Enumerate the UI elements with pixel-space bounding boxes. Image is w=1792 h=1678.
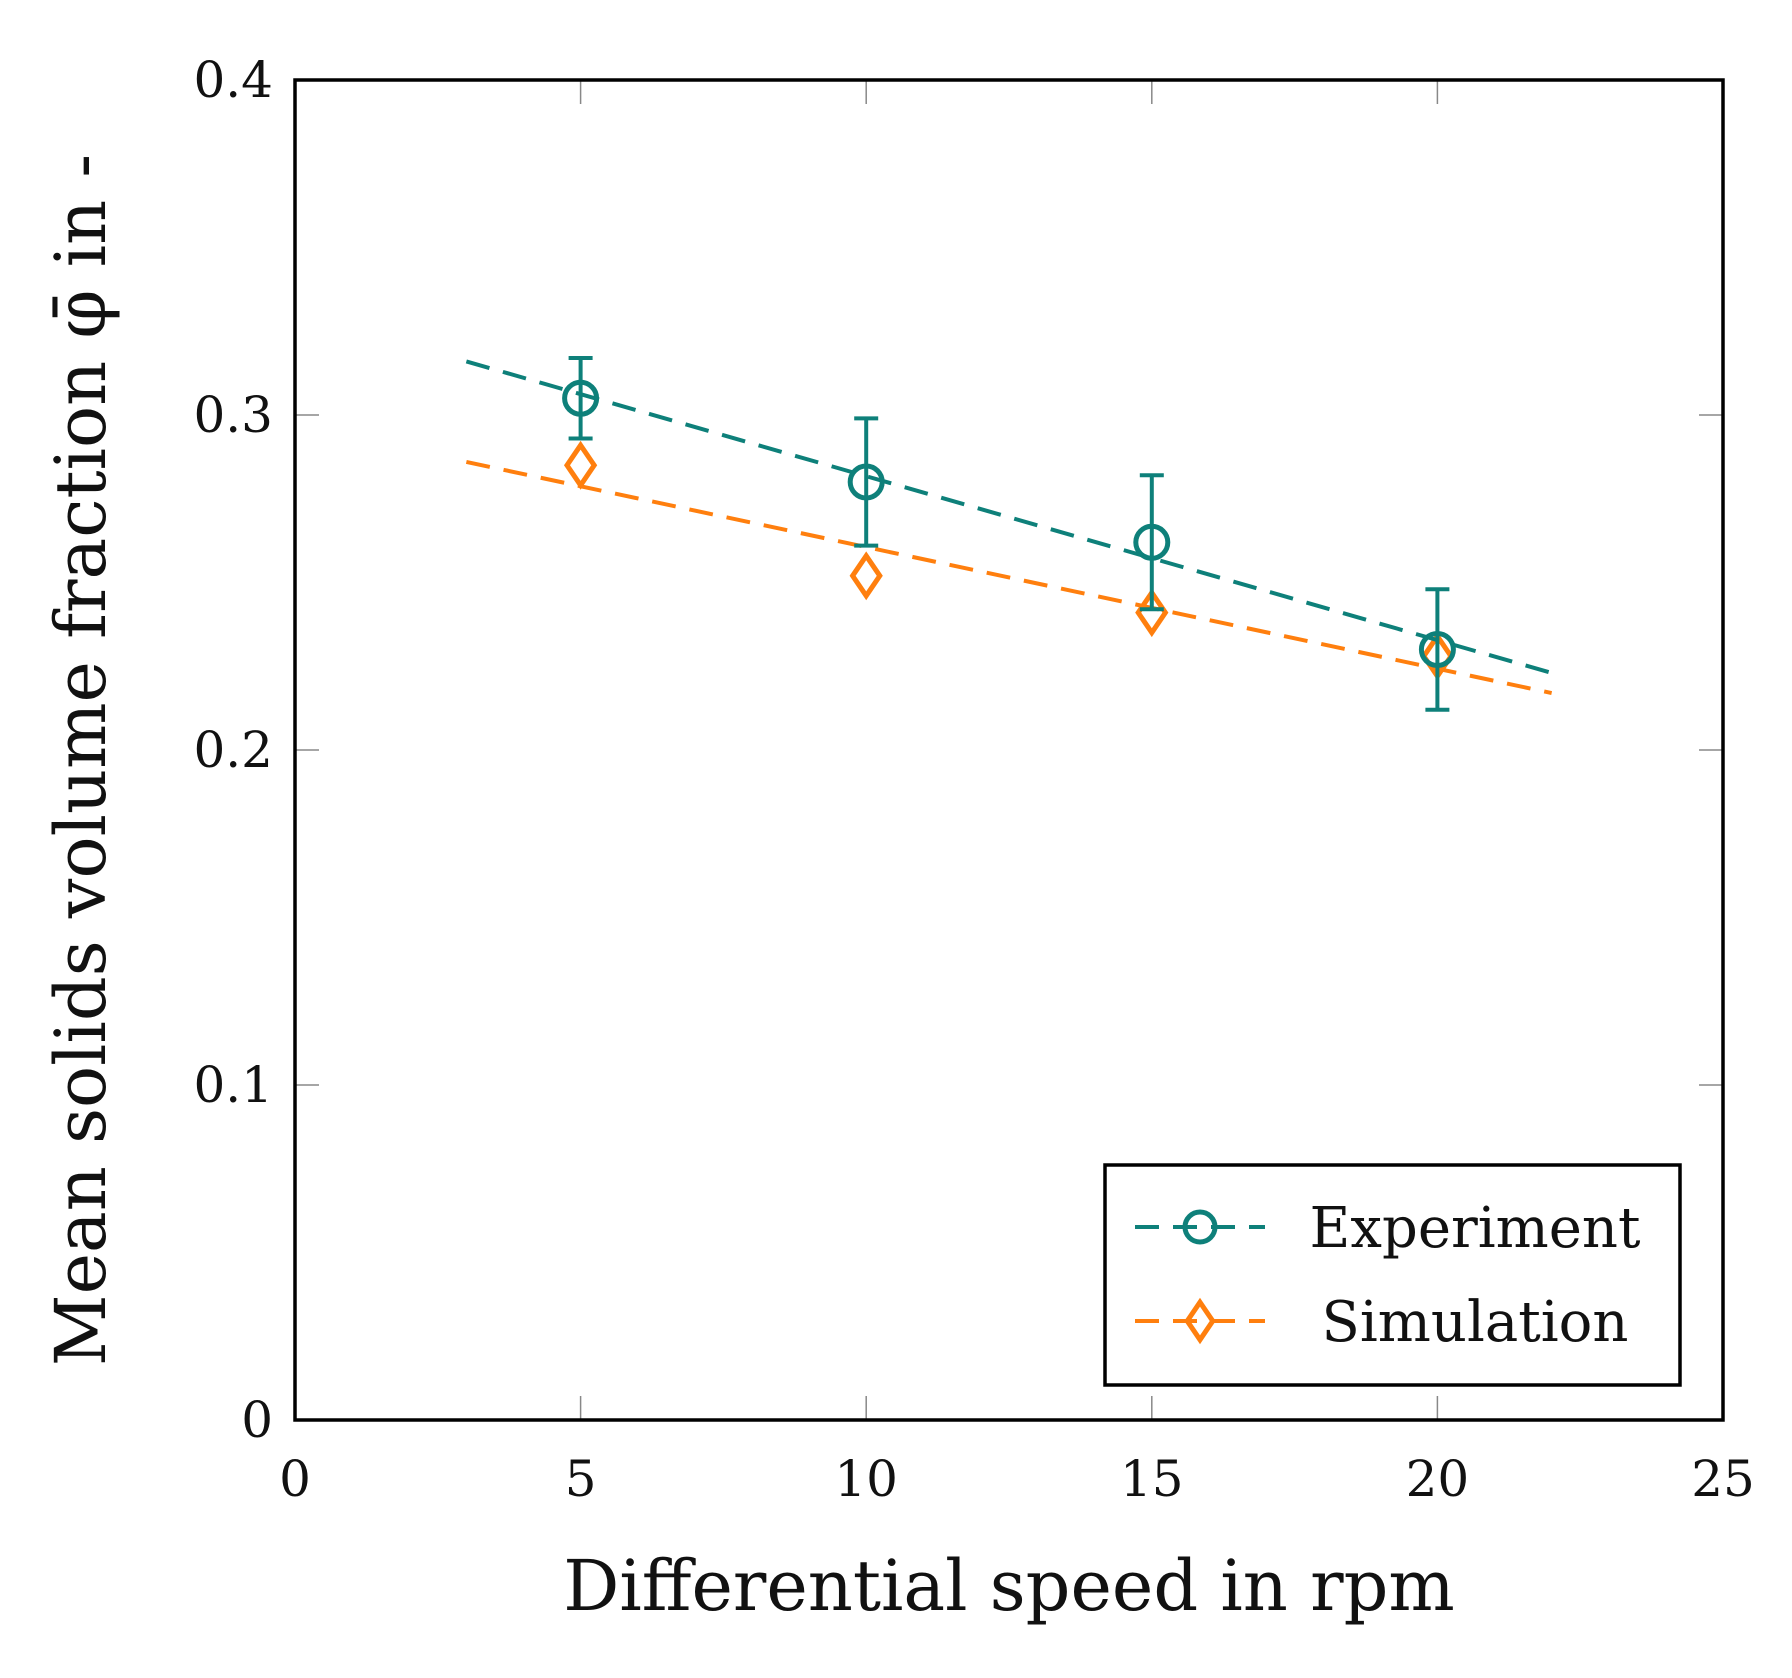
x-tick-label: 20 xyxy=(1406,1450,1470,1508)
y-axis-title: Mean solids volume fraction φ̄ in - xyxy=(40,154,122,1366)
experiment-point xyxy=(1133,523,1171,561)
y-tick-label: 0.3 xyxy=(193,386,273,444)
simulation-fit-line xyxy=(465,459,1553,696)
x-tick-label: 5 xyxy=(565,1450,597,1508)
plot-frame xyxy=(293,78,1725,1422)
experiment-legend-label: Experiment xyxy=(1310,1196,1641,1261)
y-tick-label: 0.4 xyxy=(193,51,273,109)
simulation-series xyxy=(465,440,1553,696)
y-tick-label: 0 xyxy=(241,1391,273,1449)
experiment-point xyxy=(1418,631,1456,668)
x-tick-label: 10 xyxy=(834,1450,898,1508)
y-tick-label: 0.2 xyxy=(193,721,273,779)
simulation-point xyxy=(1135,588,1169,638)
x-axis-title: Differential speed in rpm xyxy=(563,1545,1455,1627)
experiment-series xyxy=(465,356,1553,712)
y-tick-label: 0.1 xyxy=(193,1056,273,1114)
legend: Experiment Simulation xyxy=(1103,1163,1682,1387)
simulation-legend-label: Simulation xyxy=(1322,1290,1629,1355)
experiment-point xyxy=(562,379,600,417)
x-tick-label: 0 xyxy=(279,1450,311,1508)
simulation-point xyxy=(849,551,883,601)
experiment-legend-marker xyxy=(1182,1209,1218,1245)
legend-box xyxy=(1103,1163,1682,1387)
simulation-legend-marker xyxy=(1184,1297,1216,1345)
simulation-point xyxy=(563,440,598,490)
x-tick-label: 15 xyxy=(1120,1450,1184,1508)
x-tick-label: 25 xyxy=(1691,1450,1755,1508)
experiment-point xyxy=(847,463,885,501)
